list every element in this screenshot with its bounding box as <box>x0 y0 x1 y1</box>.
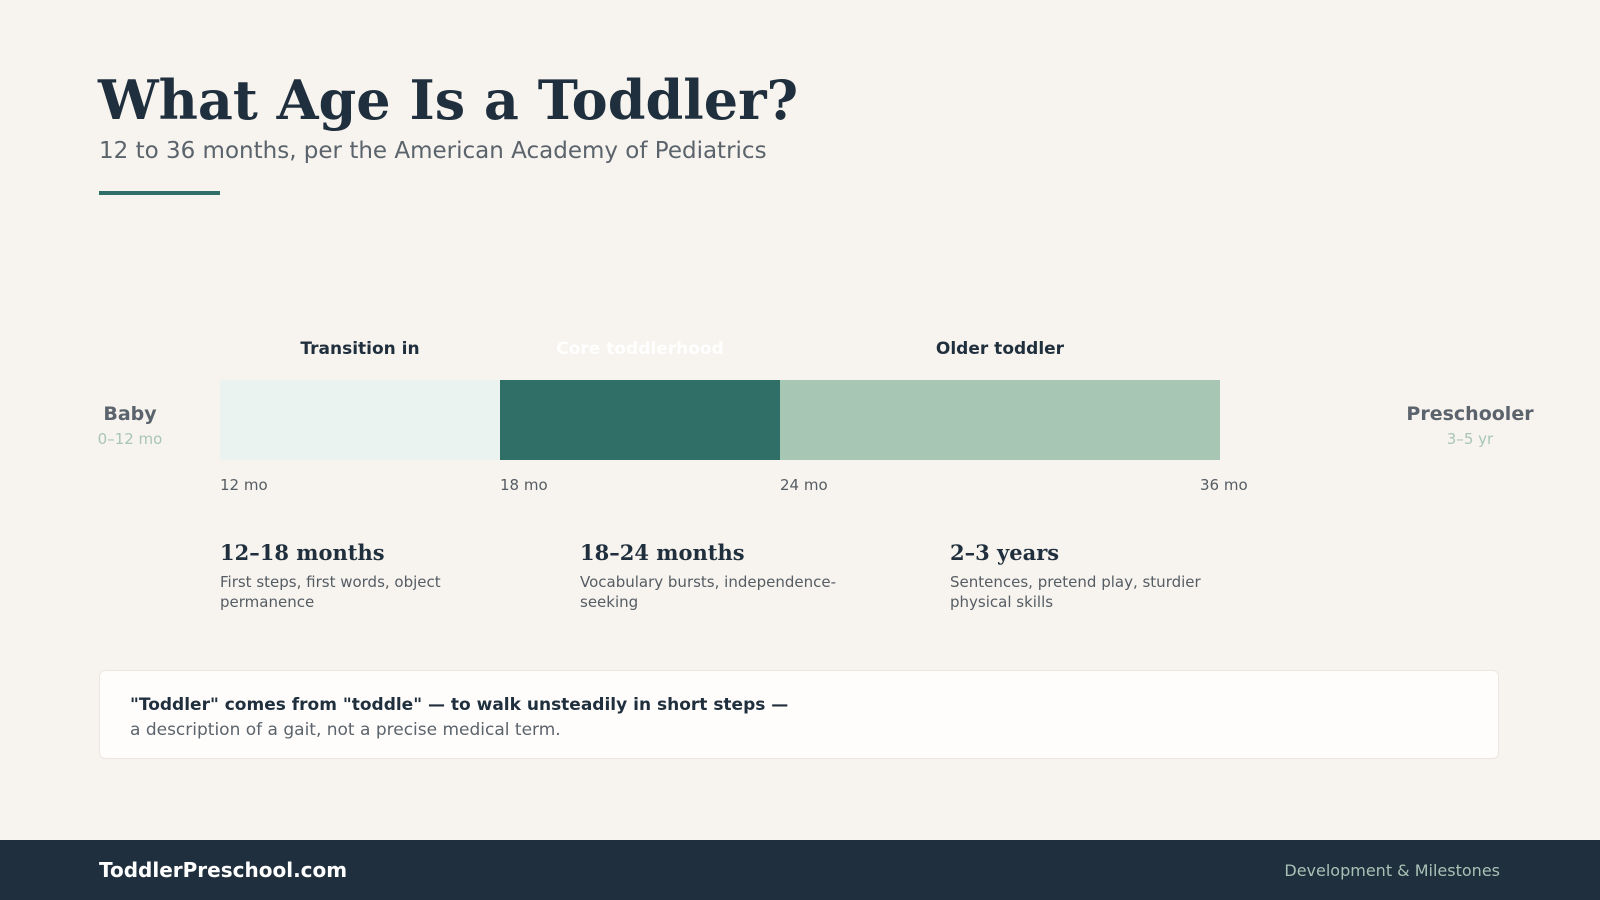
segment-bar-core-toddlerhood <box>500 380 780 460</box>
footer-brand[interactable]: ToddlerPreschool.com <box>99 858 348 882</box>
etymology-note-strong: "Toddler" comes from "toddle" — to walk … <box>130 695 789 715</box>
segment-label-older-toddler: Older toddler <box>935 339 1065 359</box>
etymology-note: "Toddler" comes from "toddle" — to walk … <box>99 670 1499 759</box>
stage-description-18-24: Vocabulary bursts, independence-seeking <box>580 573 836 611</box>
stage-description-2-3-years: Sentences, pretend play, sturdier physic… <box>950 573 1201 611</box>
stage-heading-2-3-years: 2–3 years <box>950 540 1060 565</box>
segment-label-core-toddlerhood: Core toddlerhood <box>556 339 724 359</box>
page-subtitle: 12 to 36 months, per the American Academ… <box>99 138 767 164</box>
tick-label: 36 mo <box>1200 476 1248 494</box>
title-accent-rule <box>99 191 220 195</box>
stage-description-12-18: First steps, first words, object permane… <box>220 573 441 611</box>
before-stage-range: 0–12 mo <box>97 430 163 448</box>
after-stage-range: 3–5 yr <box>1446 430 1494 448</box>
tick-label: 24 mo <box>780 476 828 494</box>
etymology-note-text: a description of a gait, not a precise m… <box>130 720 561 740</box>
stage-heading-18-24: 18–24 months <box>580 540 745 565</box>
tick-label: 18 mo <box>500 476 548 494</box>
stage-heading-12-18: 12–18 months <box>220 540 385 565</box>
tick-label: 12 mo <box>220 476 268 494</box>
after-stage-title: Preschooler <box>1406 403 1534 425</box>
page-title: What Age Is a Toddler? <box>98 68 799 132</box>
segment-bar-transition-in <box>220 380 500 460</box>
footer-bar <box>0 840 1600 900</box>
before-stage-title: Baby <box>103 403 157 425</box>
footer-section-tag: Development & Milestones <box>1284 861 1500 880</box>
segment-label-transition-in: Transition in <box>300 339 420 359</box>
segment-bar-older-toddler <box>780 380 1220 460</box>
